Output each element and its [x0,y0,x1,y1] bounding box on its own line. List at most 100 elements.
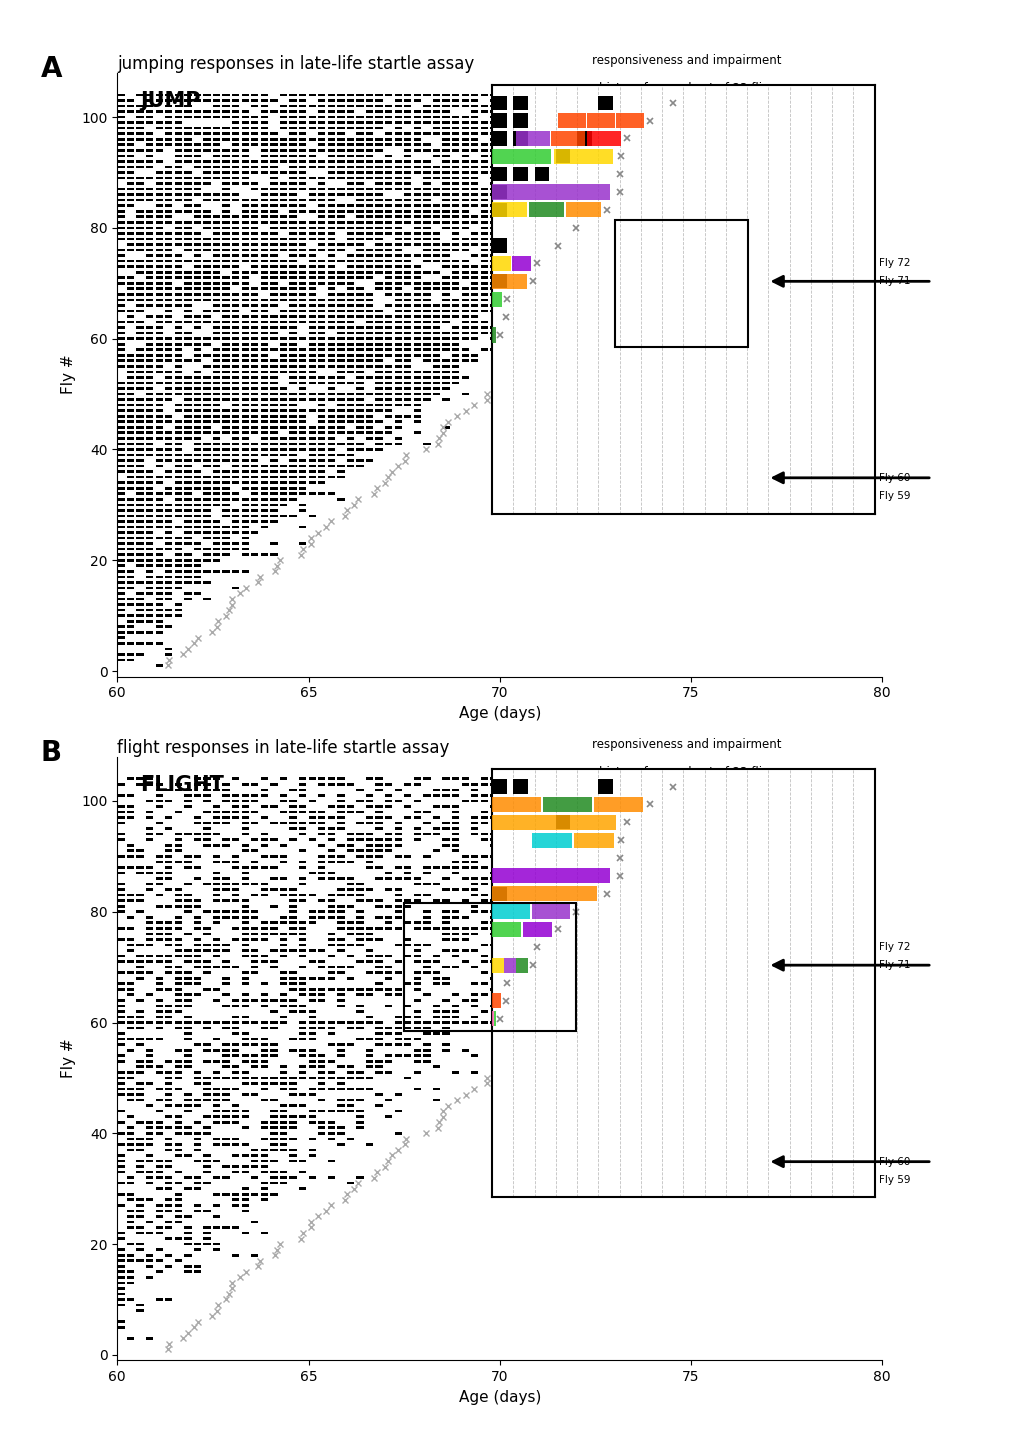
Bar [327,1120,334,1123]
Bar [251,292,258,295]
Bar [776,789,784,792]
Bar [194,343,201,345]
Bar [346,1104,354,1107]
Bar [423,310,430,313]
Bar [165,866,172,869]
Bar [652,132,659,135]
Bar [222,231,229,234]
Bar [309,432,316,434]
Bar [652,138,659,141]
Bar [165,454,172,457]
Bar [462,1049,469,1052]
Bar [614,783,622,786]
Bar [242,482,249,485]
Bar [270,249,277,252]
Bar [117,822,124,825]
Bar [499,144,506,146]
Bar [184,1027,192,1029]
Bar [547,282,554,285]
Bar [366,132,373,135]
Bar [242,976,249,979]
Bar [375,954,382,957]
Bar [337,310,344,313]
Bar [614,265,622,268]
Bar [490,282,497,285]
Bar [471,338,478,340]
Bar [299,832,306,835]
Bar [174,1049,181,1052]
Bar [137,464,144,467]
Bar [146,99,153,102]
Bar [289,326,297,329]
Bar [261,326,268,329]
Bar [222,789,229,792]
Bar [174,581,181,583]
Bar [213,1093,220,1096]
Bar [213,1071,220,1074]
Bar [423,320,430,323]
Bar [528,310,535,313]
Bar [184,1254,192,1257]
Bar [346,1110,354,1113]
Bar [519,800,526,802]
Bar [137,409,144,412]
Bar [346,877,354,880]
Bar [242,249,249,252]
Bar [480,960,487,963]
Bar [556,210,564,212]
Bar [261,1187,268,1190]
Bar [146,1037,153,1040]
Bar [356,387,364,390]
Bar [624,231,631,234]
Bar [261,132,268,135]
Bar [117,310,124,313]
Bar [614,166,622,169]
Bar [346,381,354,384]
Bar [126,172,135,173]
Bar [508,994,517,997]
Bar [490,933,497,936]
Bar [423,856,430,857]
Bar [567,828,574,829]
Bar [528,899,535,902]
Bar [318,404,325,406]
Bar [261,194,268,196]
Bar [261,304,268,307]
Bar [232,531,239,534]
Bar [126,576,135,578]
Bar [480,166,487,169]
Bar [222,498,229,501]
Bar [270,172,277,173]
Bar [137,608,144,611]
Bar [251,310,258,313]
Bar [137,565,144,567]
Bar [404,1027,411,1029]
Bar [242,515,249,518]
Bar [681,93,688,96]
Bar [117,292,124,295]
Bar [117,320,124,323]
Bar [661,166,669,169]
Bar [194,1243,201,1245]
Bar [337,905,344,908]
Bar [251,127,258,129]
Bar [156,338,163,340]
Bar [299,381,306,384]
Bar [165,789,172,792]
Bar [385,387,392,390]
Bar [385,442,392,445]
Bar [270,432,277,434]
Bar [375,960,382,963]
Bar [137,93,144,96]
Bar [203,531,211,534]
Bar [165,525,172,528]
Bar [279,326,287,329]
Bar [279,464,287,467]
Bar [232,464,239,467]
Bar [442,359,449,362]
Bar [318,1027,325,1029]
Bar [394,393,401,396]
Bar [279,503,287,506]
Bar [414,1037,421,1040]
Bar [232,460,239,461]
